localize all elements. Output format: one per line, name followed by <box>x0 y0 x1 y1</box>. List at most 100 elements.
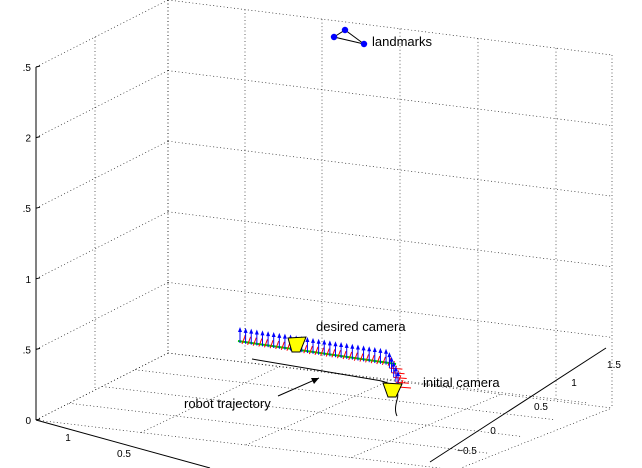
up-arrow-head <box>254 329 259 335</box>
grid-line-right-wall <box>167 70 613 126</box>
side-arrow <box>263 339 268 348</box>
right-axis-tick-label: −0.5 <box>457 446 477 457</box>
side-arrow <box>314 346 319 356</box>
up-arrow-head <box>367 346 372 352</box>
side-arrow <box>353 352 358 361</box>
up-arrow-head <box>339 342 344 348</box>
up-arrow-head <box>305 337 310 343</box>
side-arrow <box>247 336 252 346</box>
grid-line-left-wall <box>35 140 169 209</box>
trajectory-pointer <box>277 377 320 397</box>
up-arrow-head <box>391 361 396 367</box>
z-tick <box>35 347 41 350</box>
trajectory-line <box>251 358 399 417</box>
side-arrow <box>320 347 325 356</box>
grid-line-right-wall <box>167 140 613 197</box>
up-arrow-head <box>249 328 254 334</box>
z-tick <box>35 206 41 209</box>
up-arrow-head <box>322 339 327 345</box>
floor-grid-line <box>134 369 556 421</box>
initial-camera-icon <box>382 382 403 398</box>
side-arrow <box>308 345 313 355</box>
annotations: landmarks desired camera initial camera … <box>184 34 500 411</box>
side-arrow <box>258 338 263 347</box>
z-tick-label: .5 <box>23 345 32 356</box>
floor-grid-line <box>245 380 391 446</box>
side-arrow <box>275 340 280 350</box>
side-arrow <box>269 339 274 349</box>
floor-grid-line <box>68 402 490 454</box>
desired-camera-label: desired camera <box>316 319 406 334</box>
up-arrow-head <box>396 371 400 376</box>
right-axis-tick-label: 1.5 <box>607 360 621 371</box>
side-arrow <box>337 350 341 359</box>
z-tick-label: 1 <box>25 275 31 286</box>
side-arrow <box>359 353 364 362</box>
up-arrow-head <box>282 333 287 339</box>
up-arrow-head <box>311 337 316 343</box>
right-axis-tick-label: 0 <box>490 426 496 437</box>
side-arrow <box>348 351 353 361</box>
landmarks-triangle <box>332 29 365 45</box>
grid-line-left-wall <box>35 70 169 138</box>
up-arrow-head <box>350 343 355 349</box>
landmark-point <box>360 40 368 48</box>
up-arrow-head <box>355 344 360 350</box>
tick-labels: 0.51.52.510.5 −0.500.511.5 <box>23 63 622 460</box>
grid-line-left-wall <box>35 211 169 280</box>
up-arrow-head <box>238 327 242 332</box>
left-axis-tick-label: 1 <box>65 433 71 444</box>
side-arrow <box>252 337 257 346</box>
z-tick <box>35 136 41 139</box>
landmark-point <box>341 26 349 34</box>
up-arrow-head <box>260 330 265 336</box>
right-axis-tick-label: 1 <box>571 378 577 389</box>
up-arrow-head <box>372 347 377 353</box>
side-arrow <box>370 355 375 364</box>
floor-grid-line <box>35 419 442 468</box>
up-arrow-head <box>316 338 321 344</box>
z-tick <box>35 277 41 280</box>
initial-camera-label: initial camera <box>423 375 500 390</box>
landmarks-label: landmarks <box>372 34 432 49</box>
trajectory-pointer-head <box>311 378 319 384</box>
side-arrow <box>342 350 347 360</box>
floor-grid-line <box>460 407 613 468</box>
left-axis <box>35 419 211 468</box>
side-arrow <box>331 349 336 358</box>
side-arrow <box>376 355 381 365</box>
axes <box>35 65 607 468</box>
desired-camera-icon <box>287 336 307 353</box>
robot-trajectory-label: robot trajectory <box>184 396 271 411</box>
grid-line-left-wall <box>35 282 169 350</box>
up-arrow-head <box>327 340 332 346</box>
up-arrow-head <box>344 342 349 348</box>
up-arrow-head <box>271 332 276 338</box>
z-tick <box>35 65 41 68</box>
side-arrow <box>280 341 285 351</box>
side-arrow <box>241 335 246 345</box>
side-arrow <box>381 356 386 366</box>
up-arrow-head <box>243 327 248 333</box>
floor-grid-line <box>140 366 280 433</box>
plot-marks <box>237 26 412 417</box>
up-arrow-head <box>384 348 389 354</box>
grid-lines <box>35 0 613 468</box>
side-arrow <box>365 354 370 363</box>
up-arrow-head <box>361 345 366 351</box>
side-arrow <box>303 345 308 354</box>
left-axis-tick-label: 0.5 <box>117 449 131 460</box>
z-tick-label: 2 <box>25 134 31 145</box>
right-axis-tick-label: 0.5 <box>534 402 548 413</box>
z-tick <box>35 418 41 421</box>
up-arrow-head <box>277 332 282 338</box>
floor-grid-line <box>350 393 502 458</box>
floor-grid-line <box>167 352 589 404</box>
up-arrow-head <box>378 347 383 353</box>
z-tick-label: .5 <box>23 204 32 215</box>
side-arrow <box>325 348 330 357</box>
up-arrow-head <box>393 366 398 372</box>
up-arrow-head <box>333 341 338 347</box>
landmark-point <box>330 33 338 41</box>
